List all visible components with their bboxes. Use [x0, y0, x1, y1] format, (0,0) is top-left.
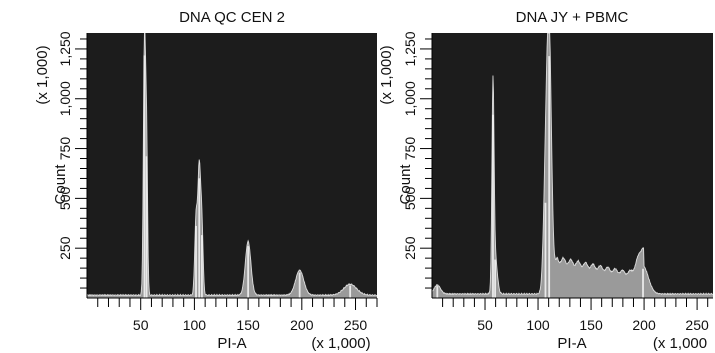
y-tick-label: 1,250 [57, 31, 73, 66]
y-tick-label: 250 [57, 236, 73, 260]
histogram-outline [432, 33, 713, 296]
x-tick-label: 100 [183, 317, 207, 333]
x-axis-unit-label: (x 1,000) [311, 335, 370, 352]
x-axis-unit-label: (x 1,000 [653, 335, 707, 352]
peak-core-2 [494, 259, 496, 298]
histogram-outline [87, 33, 377, 297]
y-axis-label: Count [52, 164, 69, 205]
x-axis-label: PI-A [557, 335, 586, 352]
x-tick-label: 200 [632, 317, 656, 333]
x-tick-label: 100 [526, 317, 550, 333]
y-tick-label: 1,000 [402, 81, 418, 116]
y-axis-label: Count [397, 164, 414, 205]
x-tick-label: 50 [477, 317, 493, 333]
peak-core-5 [247, 246, 250, 298]
y-tick-label: 500 [402, 186, 418, 210]
y-tick-label: 750 [402, 137, 418, 161]
histogram-panel-dna-jy-pbmc: 50 100 150 200 250 250 500 750 1,000 1,250 DNA JY … [378, 9, 713, 352]
peak-core-2 [195, 225, 197, 298]
peak-core-4 [201, 235, 203, 298]
x-axis-label: PI-A [217, 335, 246, 352]
y-tick-label: 250 [402, 236, 418, 260]
peak-core-1 [492, 114, 494, 298]
y-tick-label: 1,000 [57, 81, 73, 116]
peak-core-0 [436, 286, 439, 298]
peak-core-1 [145, 156, 148, 298]
y-axis-unit-label: (x 1,000) [34, 45, 51, 104]
x-tick-label: 150 [579, 317, 603, 333]
x-tick-label: 250 [344, 317, 368, 333]
chart-title: DNA QC CEN 2 [179, 9, 285, 26]
peak-core-3 [548, 56, 551, 298]
peak-core-7 [349, 285, 352, 298]
peak-core-5 [642, 268, 644, 298]
histogram-series [87, 33, 377, 298]
y-axis-unit-label: (x 1,000) [378, 45, 395, 104]
plot-area [432, 33, 713, 298]
chart-title: DNA JY + PBMC [516, 9, 629, 26]
x-tick-label: 250 [685, 317, 709, 333]
peak-core-6 [298, 272, 301, 298]
peak-core-3 [198, 178, 201, 298]
peak-core-0 [143, 55, 146, 298]
x-tick-label: 150 [236, 317, 260, 333]
y-tick-label: 750 [57, 137, 73, 161]
histogram-panel-dna-qc-cen-2: 50 100 150 200 250 250 500 750 1,000 1,250 DNA QC … [34, 9, 378, 352]
histogram-series [432, 33, 713, 298]
x-tick-label: 50 [133, 317, 149, 333]
y-tick-label: 1,250 [402, 31, 418, 66]
plot-area [87, 33, 377, 298]
x-tick-label: 200 [290, 317, 314, 333]
y-tick-label: 500 [57, 186, 73, 210]
peak-core-4 [544, 202, 547, 298]
